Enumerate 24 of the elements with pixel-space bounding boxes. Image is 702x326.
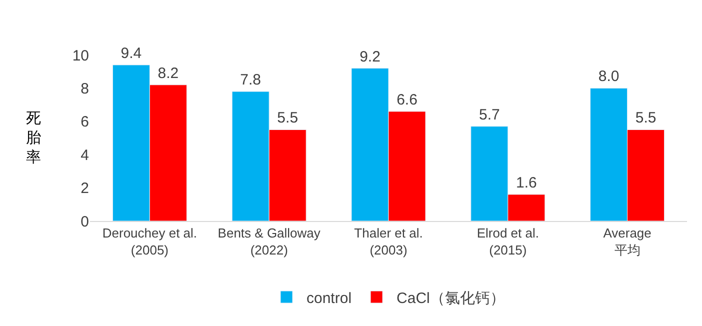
data-label: 5.7 — [478, 106, 500, 124]
x-tick-label: Average 平均 — [603, 226, 652, 258]
y-tick-label: 8 — [80, 80, 89, 98]
data-label: 8.2 — [158, 64, 179, 82]
data-label: 9.2 — [360, 48, 380, 66]
y-tick-label: 10 — [72, 47, 89, 64]
y-tick-label: 4 — [80, 146, 89, 164]
x-tick-label: Bents & Galloway (2022) — [218, 226, 321, 258]
y-tick-label: 6 — [80, 114, 89, 131]
legend-label: CaCl（氯化钙） — [396, 290, 505, 307]
y-tick-label: 2 — [80, 180, 89, 198]
x-tick-label: Elrod et al. (2015) — [476, 226, 539, 258]
data-label: 9.4 — [120, 44, 142, 62]
data-label: 5.5 — [277, 110, 298, 127]
y-axis-title: 死胎率 — [26, 110, 41, 166]
x-tick-label: Thaler et al. (2003) — [354, 226, 423, 258]
data-label: 8.0 — [598, 68, 620, 86]
data-label: 1.6 — [516, 174, 537, 192]
data-label: 5.5 — [635, 110, 656, 127]
x-tick-label: Derouchey et al. (2005) — [102, 226, 198, 258]
y-tick-label: 0 — [80, 213, 89, 230]
legend-label: control — [306, 290, 352, 307]
data-label: 6.6 — [396, 91, 418, 108]
data-label: 7.8 — [240, 72, 262, 89]
